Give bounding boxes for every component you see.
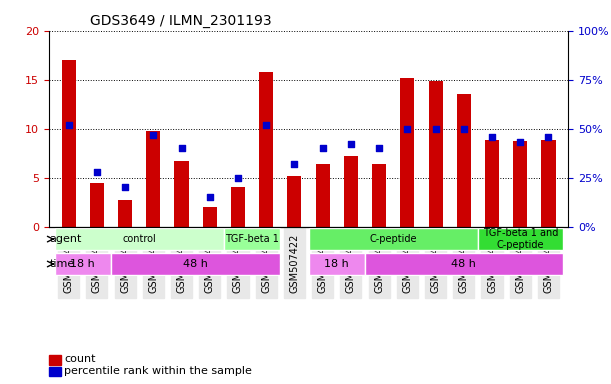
Bar: [316, 164, 330, 227]
Bar: [513, 141, 527, 227]
Point: [120, 184, 130, 190]
Point: [64, 122, 73, 128]
Point: [262, 122, 271, 128]
FancyBboxPatch shape: [309, 228, 478, 250]
Text: 48 h: 48 h: [183, 259, 208, 269]
FancyBboxPatch shape: [111, 253, 280, 275]
Bar: [90, 182, 104, 227]
Point: [403, 126, 412, 132]
Point: [148, 131, 158, 137]
Bar: [203, 207, 217, 227]
Point: [290, 161, 299, 167]
Text: C-peptide: C-peptide: [370, 234, 417, 244]
Point: [177, 145, 186, 151]
Point: [92, 169, 102, 175]
Bar: [231, 187, 245, 227]
Bar: [457, 94, 471, 227]
Point: [374, 145, 384, 151]
FancyBboxPatch shape: [365, 253, 563, 275]
Point: [459, 126, 469, 132]
Point: [233, 175, 243, 181]
Text: percentile rank within the sample: percentile rank within the sample: [64, 366, 252, 376]
Text: control: control: [122, 234, 156, 244]
Bar: [485, 141, 499, 227]
Point: [515, 139, 525, 146]
Text: 48 h: 48 h: [452, 259, 476, 269]
Text: time: time: [49, 259, 75, 269]
Bar: [62, 60, 76, 227]
Bar: [118, 200, 132, 227]
Bar: [372, 164, 386, 227]
FancyBboxPatch shape: [309, 253, 365, 275]
FancyBboxPatch shape: [478, 228, 563, 250]
Point: [431, 126, 441, 132]
Point: [544, 133, 554, 139]
Bar: [344, 156, 358, 227]
Bar: [146, 131, 160, 227]
FancyBboxPatch shape: [224, 228, 280, 250]
Bar: [287, 176, 301, 227]
Text: TGF-beta 1: TGF-beta 1: [225, 234, 279, 244]
Point: [318, 145, 327, 151]
Text: 18 h: 18 h: [324, 259, 349, 269]
Bar: [400, 78, 414, 227]
Bar: [259, 72, 273, 227]
Bar: [428, 81, 442, 227]
Point: [205, 194, 214, 200]
Text: count: count: [64, 354, 96, 364]
Text: GDS3649 / ILMN_2301193: GDS3649 / ILMN_2301193: [90, 14, 272, 28]
FancyBboxPatch shape: [54, 228, 224, 250]
Text: agent: agent: [49, 234, 82, 244]
Point: [487, 133, 497, 139]
FancyBboxPatch shape: [54, 253, 111, 275]
Bar: [175, 161, 189, 227]
Text: TGF-beta 1 and
C-peptide: TGF-beta 1 and C-peptide: [483, 228, 558, 250]
Text: 18 h: 18 h: [70, 259, 95, 269]
Point: [346, 141, 356, 147]
Bar: [541, 141, 555, 227]
